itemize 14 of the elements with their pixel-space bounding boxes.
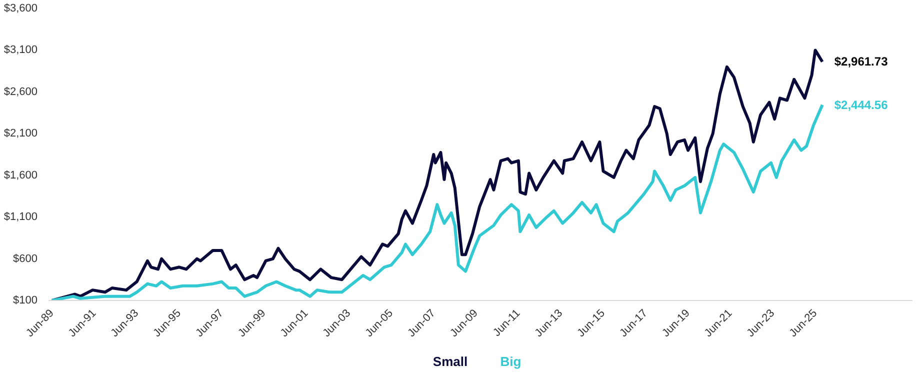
y-tick-label: $1,600 bbox=[4, 169, 38, 182]
y-tick-label: $3,600 bbox=[4, 2, 38, 14]
text: Small bbox=[432, 354, 468, 369]
annotation: $2,444.56 bbox=[834, 98, 888, 112]
y-tick-label: $1,100 bbox=[4, 211, 38, 224]
y-tick-label: $600 bbox=[13, 252, 38, 265]
y-tick-label: $2,100 bbox=[4, 128, 38, 140]
line-series bbox=[50, 103, 824, 300]
y-tick-label: $2,600 bbox=[4, 86, 38, 98]
line-series bbox=[50, 48, 824, 300]
y-tick-label: $3,100 bbox=[4, 44, 38, 56]
y-tick-label: $100 bbox=[13, 294, 38, 306]
annotation: $2,961.73 bbox=[834, 54, 888, 69]
text: Big bbox=[500, 354, 522, 369]
